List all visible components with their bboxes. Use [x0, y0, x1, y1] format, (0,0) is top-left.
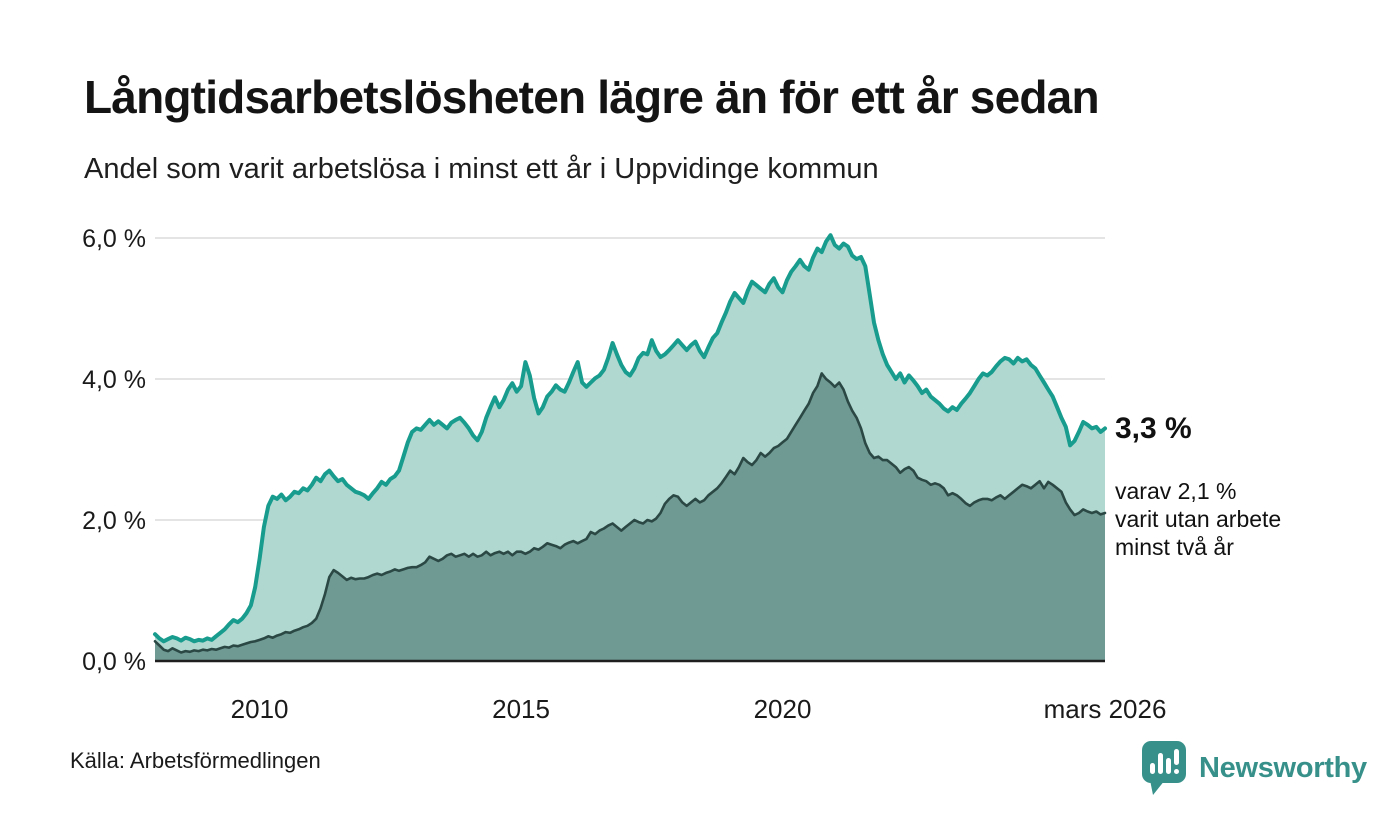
chart-subtitle: Andel som varit arbetslösa i minst ett å… — [84, 153, 879, 185]
newsworthy-logo-text: Newsworthy — [1199, 751, 1367, 784]
line-unemployed-2yr — [153, 372, 1107, 654]
page-title: Långtidsarbetslösheten lägre än för ett … — [84, 71, 1100, 123]
line-unemployed-1yr — [153, 233, 1107, 644]
y-axis-tick-label: 4,0 % — [82, 366, 146, 394]
x-axis-tick-label: mars 2026 — [1044, 694, 1167, 724]
y-axis-tick-label: 2,0 % — [82, 507, 146, 535]
x-axis-tick-label: 2015 — [492, 694, 550, 724]
newsworthy-logo: Newsworthy — [1141, 740, 1367, 796]
x-axis-tick-label: 2010 — [231, 694, 289, 724]
source-caption: Källa: Arbetsförmedlingen — [70, 748, 321, 773]
x-axis-tick-label: 2020 — [754, 694, 812, 724]
newsworthy-logo-icon — [1142, 741, 1186, 795]
y-axis-tick-label: 0,0 % — [82, 648, 146, 676]
area-unemployed-2yr — [155, 373, 1105, 661]
secondary-annotation: varav 2,1 % varit utan arbete minst två … — [1115, 478, 1282, 560]
latest-value-annotation: 3,3 % — [1115, 412, 1192, 445]
y-axis-tick-label: 6,0 % — [82, 225, 146, 253]
